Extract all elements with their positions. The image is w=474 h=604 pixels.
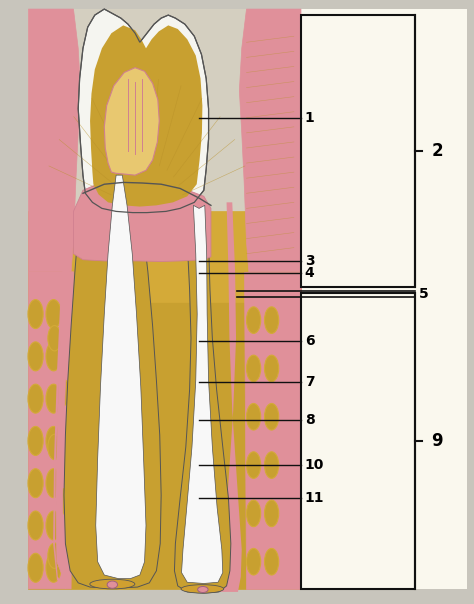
Ellipse shape: [198, 586, 208, 593]
Ellipse shape: [28, 469, 43, 498]
Ellipse shape: [246, 452, 261, 478]
Polygon shape: [56, 199, 73, 580]
Polygon shape: [28, 272, 73, 589]
Ellipse shape: [48, 543, 61, 568]
Polygon shape: [244, 272, 301, 589]
Ellipse shape: [264, 548, 279, 575]
FancyBboxPatch shape: [28, 9, 301, 589]
Polygon shape: [28, 211, 301, 302]
Ellipse shape: [181, 585, 224, 593]
Polygon shape: [182, 205, 223, 583]
Ellipse shape: [57, 489, 71, 514]
Polygon shape: [64, 193, 161, 588]
Polygon shape: [73, 180, 211, 262]
Ellipse shape: [264, 307, 279, 333]
Ellipse shape: [264, 452, 279, 478]
Text: 2: 2: [431, 142, 443, 160]
Polygon shape: [53, 193, 72, 589]
Text: 3: 3: [305, 254, 314, 268]
Ellipse shape: [28, 300, 43, 329]
Polygon shape: [239, 9, 301, 272]
Polygon shape: [28, 254, 301, 589]
Text: 7: 7: [305, 374, 314, 389]
Ellipse shape: [28, 384, 43, 413]
Polygon shape: [78, 9, 209, 213]
Text: 11: 11: [305, 491, 324, 506]
Polygon shape: [96, 175, 146, 579]
Text: 5: 5: [419, 287, 428, 301]
Ellipse shape: [246, 403, 261, 430]
Ellipse shape: [46, 426, 61, 455]
Ellipse shape: [264, 403, 279, 430]
Ellipse shape: [28, 511, 43, 540]
Polygon shape: [219, 202, 242, 592]
Ellipse shape: [246, 548, 261, 575]
Text: 9: 9: [431, 432, 443, 450]
Ellipse shape: [48, 434, 61, 460]
Text: 6: 6: [305, 334, 314, 349]
Ellipse shape: [46, 511, 61, 540]
Text: 8: 8: [305, 413, 315, 427]
Ellipse shape: [46, 384, 61, 413]
Text: 1: 1: [305, 111, 315, 125]
FancyBboxPatch shape: [301, 9, 467, 589]
Ellipse shape: [246, 355, 261, 382]
Polygon shape: [28, 9, 81, 272]
Ellipse shape: [46, 553, 61, 582]
Ellipse shape: [46, 469, 61, 498]
Ellipse shape: [264, 500, 279, 527]
Ellipse shape: [46, 300, 61, 329]
Polygon shape: [104, 68, 159, 175]
Polygon shape: [90, 25, 202, 207]
Ellipse shape: [264, 355, 279, 382]
Ellipse shape: [28, 426, 43, 455]
Ellipse shape: [90, 579, 135, 589]
Ellipse shape: [48, 326, 61, 351]
Text: 4: 4: [305, 266, 315, 280]
Ellipse shape: [28, 553, 43, 582]
Ellipse shape: [57, 380, 71, 405]
Ellipse shape: [46, 342, 61, 371]
Text: 10: 10: [305, 458, 324, 472]
Ellipse shape: [246, 500, 261, 527]
Ellipse shape: [28, 342, 43, 371]
Polygon shape: [174, 202, 231, 593]
Ellipse shape: [107, 581, 118, 588]
Ellipse shape: [246, 307, 261, 333]
